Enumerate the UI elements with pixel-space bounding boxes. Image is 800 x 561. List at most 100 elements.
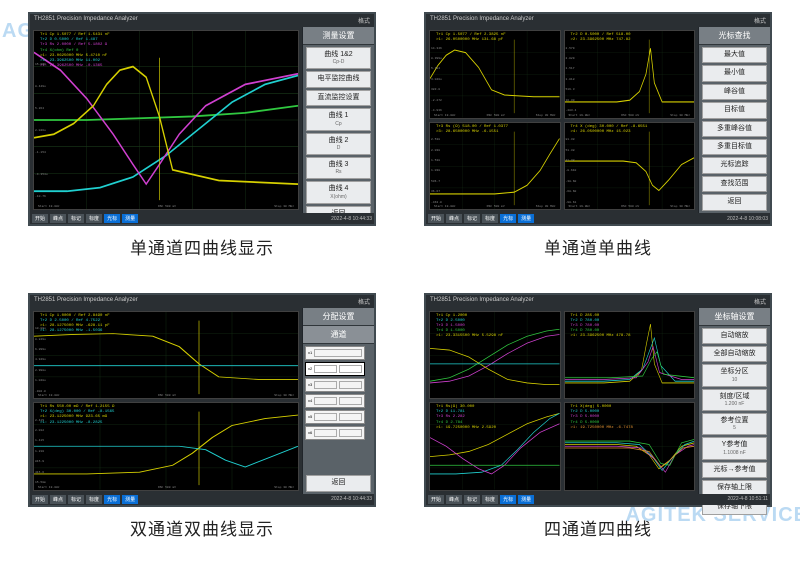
plot[interactable]: Tr3 Rs (Ω) 518.00 / Ref 1.0377>3: 28.650…: [429, 122, 561, 211]
footer-button[interactable]: 测量: [122, 214, 138, 223]
titlebar: TH2851 Precision Impedance Analyzer 格式: [30, 14, 374, 27]
menu-item[interactable]: 坐标分区10: [702, 364, 767, 386]
menu-item[interactable]: 直流监控设置: [306, 90, 371, 106]
menu-item[interactable]: 多重峰谷值: [702, 121, 767, 137]
footer-button[interactable]: 标记: [464, 495, 480, 504]
footer-button[interactable]: 光标: [500, 495, 516, 504]
footer-button[interactable]: 峰点: [50, 495, 66, 504]
layout-thumbs: x1 x2 x3 x4 x5 x6: [303, 344, 374, 442]
side-menu: 分配设置 通道 x1 x2 x3 x4 x5 x6 返回: [302, 308, 374, 494]
footer-button[interactable]: 光标: [104, 495, 120, 504]
footer-button[interactable]: 标度: [86, 214, 102, 223]
title-right: 格式: [358, 16, 370, 25]
plot[interactable]: Tr1 Cp 1.5077 / Ref 2.3825 nF>1: 26.0500…: [429, 30, 561, 119]
menu-item[interactable]: 查找范围: [702, 176, 767, 192]
menu-item[interactable]: 最小值: [702, 65, 767, 81]
layout-thumb[interactable]: x1: [305, 346, 365, 360]
caption-tl: 单通道四曲线显示: [130, 234, 274, 259]
plot-footer: Start 19.0HzOSC 500 mVStop 30 MHz: [38, 205, 294, 208]
plot-area: Tr1 Cp 1.5077 / Ref 1.5431 nFTr2 D 0.500…: [30, 27, 302, 213]
menu-item[interactable]: 参考位置5: [702, 413, 767, 435]
side-menu: 坐标轴设置 自动缩放全部自动缩放坐标分区10 刻度/区域1.200 nF参考位置5…: [698, 308, 770, 494]
plot[interactable]: Tr2 D 0.5000 / Ref 518.00>2: 23.3962500 …: [564, 30, 696, 119]
footer-button[interactable]: 峰点: [446, 495, 462, 504]
menu-item[interactable]: 电平监控曲线: [306, 71, 371, 87]
caption-bl: 双通道双曲线显示: [130, 515, 274, 540]
cell-br: TH2851 Precision Impedance Analyzer格式 Tr…: [426, 295, 770, 548]
footer-bar: 开始峰点标记标度光标测量 2022-4-8 10:44:33: [30, 213, 374, 224]
plot[interactable]: Tr1 Rs(Ω) 30.000Tr2 D 11.781Tr3 Rs 2.282…: [429, 402, 561, 491]
plot-area: Tr1 Cp 1.5077 / Ref 2.3825 nF>1: 26.0500…: [426, 27, 698, 213]
menu-item[interactable]: 曲线 1Cp: [306, 108, 371, 130]
footer-button[interactable]: 峰点: [50, 214, 66, 223]
menu-item[interactable]: 曲线 2D: [306, 133, 371, 155]
plot-area: Tr1 Cp 1.0000 / Ref 2.8490 nFTr2 D 2.500…: [30, 308, 302, 494]
menu-item[interactable]: 返回: [306, 475, 371, 491]
plot[interactable]: Tr1 Cp 1.5077 / Ref 1.5431 nFTr2 D 0.500…: [33, 30, 299, 210]
menu-item[interactable]: 曲线 1&2Cp-D: [306, 47, 371, 69]
menu-header: 测量设置: [303, 27, 374, 45]
footer-button[interactable]: 开始: [428, 214, 444, 223]
plot[interactable]: Tr1 X(deg) 5.0000Tr2 D 5.0000Tr3 D 5.000…: [564, 402, 696, 491]
footer-button[interactable]: 标记: [68, 495, 84, 504]
menu-item[interactable]: 自动缩放: [702, 328, 767, 344]
menu-item[interactable]: 光标追踪: [702, 157, 767, 173]
analyzer-panel-tl: TH2851 Precision Impedance Analyzer 格式: [30, 14, 374, 224]
analyzer-panel-bl: TH2851 Precision Impedance Analyzer格式 Tr…: [30, 295, 374, 505]
caption-tr: 单通道单曲线: [544, 234, 652, 259]
menu-header: 坐标轴设置: [699, 308, 770, 326]
cell-tr: TH2851 Precision Impedance Analyzer格式 Tr…: [426, 14, 770, 267]
layout-thumb[interactable]: x3: [305, 378, 365, 392]
menu-item[interactable]: 峰谷值: [702, 84, 767, 100]
y-labels: 15.6908.449u5.2642.046u-1.154-4.354u-10.…: [35, 63, 55, 198]
menu-item[interactable]: 目标值: [702, 102, 767, 118]
footer-button[interactable]: 开始: [428, 495, 444, 504]
app-title: TH2851 Precision Impedance Analyzer: [34, 16, 138, 25]
footer-button[interactable]: 开始: [32, 214, 48, 223]
footer-button[interactable]: 光标: [500, 214, 516, 223]
menu-item[interactable]: 多重目标值: [702, 139, 767, 155]
menu-sub: 通道: [303, 326, 374, 344]
menu-list: 自动缩放全部自动缩放坐标分区10 刻度/区域1.200 nF参考位置5Y参考值1.…: [699, 326, 770, 518]
plot[interactable]: Tr1 Cp 1.2000Tr2 D 2.5000Tr3 D 1.5000Tr4…: [429, 311, 561, 400]
curve-cyan: [34, 76, 298, 192]
menu-list: 最大值最小值峰谷值目标值多重峰谷值多重目标值光标追踪查找范围返回: [699, 45, 770, 213]
footer-button[interactable]: 测量: [518, 495, 534, 504]
plot[interactable]: Tr1 D 285.00Tr2 D 780.00Tr3 D 780.00Tr4 …: [564, 311, 696, 400]
plot[interactable]: Tr1 Cp 1.0000 / Ref 2.8490 nFTr2 D 2.500…: [33, 311, 299, 400]
footer-button[interactable]: 标度: [482, 495, 498, 504]
menu-item[interactable]: 光标→参考值: [702, 462, 767, 478]
cell-bl: TH2851 Precision Impedance Analyzer格式 Tr…: [30, 295, 374, 548]
layout-thumb[interactable]: x6: [305, 426, 365, 440]
footer-button[interactable]: 测量: [518, 214, 534, 223]
layout-thumb[interactable]: x4: [305, 394, 365, 408]
plot[interactable]: Tr1 Rs 550.00 mΩ / Ref 1.2155 ΩTr2 X(deg…: [33, 402, 299, 491]
analyzer-panel-tr: TH2851 Precision Impedance Analyzer格式 Tr…: [426, 14, 770, 224]
menu-item[interactable]: 曲线 4X(ohm): [306, 181, 371, 203]
menu-item[interactable]: 刻度/区域1.200 nF: [702, 389, 767, 411]
footer-button[interactable]: 标度: [86, 495, 102, 504]
menu-header: 光标查找: [699, 27, 770, 45]
plot[interactable]: Tr4 X (deg) 30.000 / Ref -8.6551>4: 26.0…: [564, 122, 696, 211]
footer-button[interactable]: 标记: [68, 214, 84, 223]
footer-button[interactable]: 光标: [104, 214, 120, 223]
footer-button[interactable]: 开始: [32, 495, 48, 504]
plot-area: Tr1 Cp 1.2000Tr2 D 2.5000Tr3 D 1.5000Tr4…: [426, 308, 698, 494]
layout-thumb[interactable]: x2: [305, 362, 365, 376]
menu-header: 分配设置: [303, 308, 374, 326]
menu-item[interactable]: Y参考值1.1008 nF: [702, 437, 767, 459]
cell-tl: TH2851 Precision Impedance Analyzer 格式: [30, 14, 374, 267]
footer-button[interactable]: 峰点: [446, 214, 462, 223]
curve-green: [34, 106, 298, 120]
menu-item[interactable]: 返回: [702, 194, 767, 210]
menu-item[interactable]: 曲线 3Rs: [306, 157, 371, 179]
footer-button[interactable]: 标记: [464, 214, 480, 223]
menu-item[interactable]: 全部自动缩放: [702, 346, 767, 362]
side-menu: 测量设置 曲线 1&2Cp-D电平监控曲线直流监控设置曲线 1Cp曲线 2D曲线…: [302, 27, 374, 213]
analyzer-panel-br: TH2851 Precision Impedance Analyzer格式 Tr…: [426, 295, 770, 505]
caption-br: 四通道四曲线: [544, 515, 652, 540]
menu-item[interactable]: 最大值: [702, 47, 767, 63]
layout-thumb[interactable]: x5: [305, 410, 365, 424]
footer-button[interactable]: 测量: [122, 495, 138, 504]
footer-button[interactable]: 标度: [482, 214, 498, 223]
